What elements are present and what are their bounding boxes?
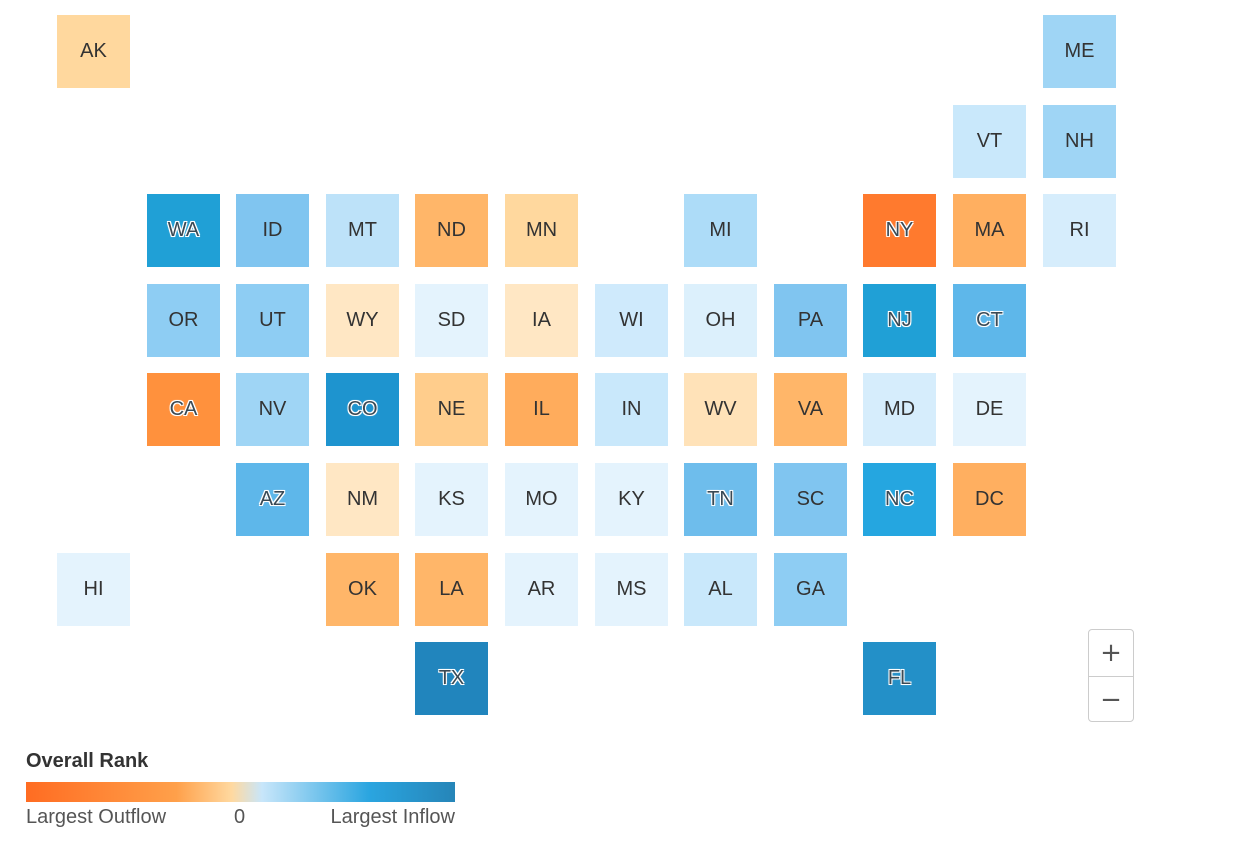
state-tile-ne[interactable]: NE [415,373,488,446]
state-tile-wa[interactable]: WA [147,194,220,267]
state-tile-ga[interactable]: GA [774,553,847,626]
state-tile-sc[interactable]: SC [774,463,847,536]
state-tile-mn[interactable]: MN [505,194,578,267]
state-tile-fl[interactable]: FL [863,642,936,715]
state-tile-ny[interactable]: NY [863,194,936,267]
state-tile-co[interactable]: CO [326,373,399,446]
state-tile-ct[interactable]: CT [953,284,1026,357]
state-tile-ks[interactable]: KS [415,463,488,536]
state-tile-ok[interactable]: OK [326,553,399,626]
state-tile-pa[interactable]: PA [774,284,847,357]
state-tile-nc[interactable]: NC [863,463,936,536]
state-tile-wi[interactable]: WI [595,284,668,357]
legend-right-label: Largest Inflow [330,806,455,828]
state-tile-ca[interactable]: CA [147,373,220,446]
state-tile-ky[interactable]: KY [595,463,668,536]
state-tile-mt[interactable]: MT [326,194,399,267]
state-tile-va[interactable]: VA [774,373,847,446]
state-tile-dc[interactable]: DC [953,463,1026,536]
state-tile-il[interactable]: IL [505,373,578,446]
legend-title: Overall Rank [26,750,149,772]
state-tile-ms[interactable]: MS [595,553,668,626]
state-tile-md[interactable]: MD [863,373,936,446]
zoom-out-button[interactable]: − [1100,685,1122,715]
state-tile-sd[interactable]: SD [415,284,488,357]
state-tile-ar[interactable]: AR [505,553,578,626]
state-tile-mo[interactable]: MO [505,463,578,536]
state-tile-tn[interactable]: TN [684,463,757,536]
state-tile-map: AK ME VT NH WA ID MT ND MN MI NY MA RI OR UT WY SD IA WI OH… [57,15,1116,715]
zoom-in-button[interactable]: + [1089,630,1133,677]
state-tile-oh[interactable]: OH [684,284,757,357]
state-tile-wv[interactable]: WV [684,373,757,446]
state-tile-ri[interactable]: RI [1043,194,1116,267]
state-tile-de[interactable]: DE [953,373,1026,446]
state-tile-nj[interactable]: NJ [863,284,936,357]
state-tile-ma[interactable]: MA [953,194,1026,267]
state-tile-nd[interactable]: ND [415,194,488,267]
state-tile-vt[interactable]: VT [953,105,1026,178]
legend-left-label: Largest Outflow [26,806,167,828]
state-tile-hi[interactable]: HI [57,553,130,626]
state-tile-tx[interactable]: TX [415,642,488,715]
state-tile-id[interactable]: ID [236,194,309,267]
state-tile-me[interactable]: ME [1043,15,1116,88]
state-tile-mi[interactable]: MI [684,194,757,267]
state-tile-ut[interactable]: UT [236,284,309,357]
state-tile-or[interactable]: OR [147,284,220,357]
state-tile-la[interactable]: LA [415,553,488,626]
legend-color-bar [26,782,455,802]
state-tile-az[interactable]: AZ [236,463,309,536]
state-tile-nh[interactable]: NH [1043,105,1116,178]
state-tile-al[interactable]: AL [684,553,757,626]
state-tile-ak[interactable]: AK [57,15,130,88]
zoom-control: + − [1088,629,1134,722]
state-tile-ia[interactable]: IA [505,284,578,357]
state-tile-in[interactable]: IN [595,373,668,446]
legend-mid-label: 0 [234,806,246,828]
state-tile-nm[interactable]: NM [326,463,399,536]
state-tile-nv[interactable]: NV [236,373,309,446]
state-tile-wy[interactable]: WY [326,284,399,357]
